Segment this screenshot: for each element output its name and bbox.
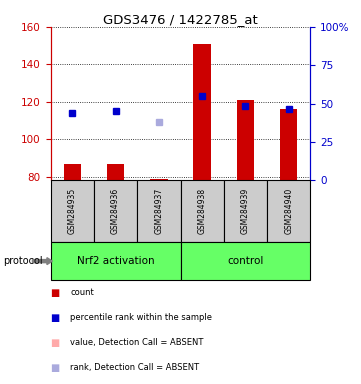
Bar <box>280 109 297 180</box>
Bar <box>180 242 310 280</box>
Text: control: control <box>227 256 264 266</box>
Bar <box>94 180 137 242</box>
Bar <box>107 164 124 180</box>
Text: GSM284937: GSM284937 <box>155 188 163 234</box>
Text: Nrf2 activation: Nrf2 activation <box>77 256 155 266</box>
Text: count: count <box>70 288 94 297</box>
Text: GSM284938: GSM284938 <box>198 188 206 234</box>
Text: GSM284939: GSM284939 <box>241 188 250 234</box>
Text: percentile rank within the sample: percentile rank within the sample <box>70 313 212 322</box>
Text: GSM284936: GSM284936 <box>111 188 120 234</box>
Bar <box>137 180 180 242</box>
Bar <box>224 180 267 242</box>
Text: ■: ■ <box>51 362 60 373</box>
Bar <box>51 242 180 280</box>
Text: ■: ■ <box>51 288 60 298</box>
Text: GSM284935: GSM284935 <box>68 188 77 234</box>
Bar <box>64 164 81 180</box>
Text: value, Detection Call = ABSENT: value, Detection Call = ABSENT <box>70 338 204 347</box>
Bar <box>193 44 211 180</box>
Text: protocol: protocol <box>4 256 43 266</box>
Bar <box>237 100 254 180</box>
Bar <box>51 180 94 242</box>
Text: ■: ■ <box>51 338 60 348</box>
Bar <box>180 180 224 242</box>
Text: ■: ■ <box>51 313 60 323</box>
Text: rank, Detection Call = ABSENT: rank, Detection Call = ABSENT <box>70 363 200 372</box>
Text: GSM284940: GSM284940 <box>284 188 293 234</box>
Bar <box>150 179 168 180</box>
Title: GDS3476 / 1422785_at: GDS3476 / 1422785_at <box>103 13 258 26</box>
Bar <box>267 180 310 242</box>
